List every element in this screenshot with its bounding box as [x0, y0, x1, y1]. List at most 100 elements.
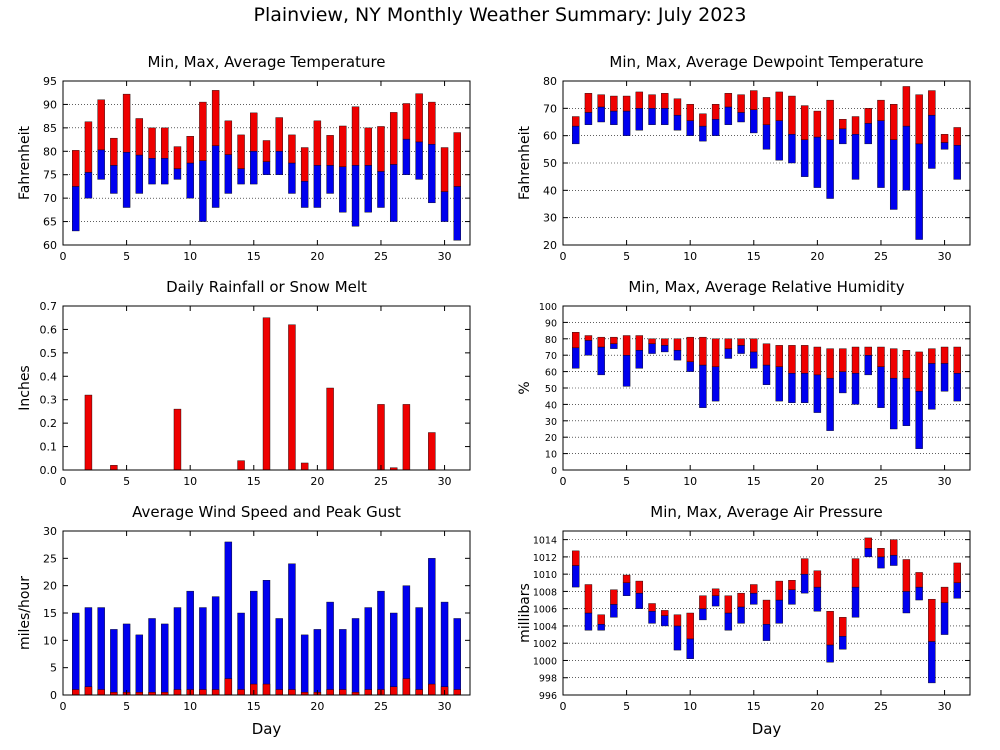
pressure-min-avg-bar — [902, 591, 911, 614]
dewpoint-min-avg-bar — [584, 112, 593, 125]
dewpoint-avg-max-bar — [800, 105, 809, 140]
pressure-min-avg-bar — [622, 582, 631, 596]
pressure-min-avg-bar — [711, 595, 720, 607]
wind-gust-bar — [377, 590, 385, 696]
wind-gust-bar — [110, 629, 118, 696]
rainfall-xtick-label: 20 — [310, 475, 324, 488]
wind-gust-bar — [161, 623, 169, 696]
temperature-xtick-label: 25 — [374, 250, 388, 263]
pressure-avg-max-bar — [622, 574, 631, 583]
humidity-ytick-label: 20 — [545, 433, 557, 444]
humidity-min-avg-bar — [915, 391, 923, 449]
humidity-avg-max-bar — [610, 336, 618, 344]
pressure-min-avg-bar — [928, 641, 936, 684]
dewpoint-avg-max-bar — [635, 91, 644, 109]
pressure-avg-max-bar — [877, 548, 885, 558]
wind-gust-bar — [275, 618, 283, 696]
temperature-avg-max-bar — [402, 103, 411, 140]
dewpoint-min-avg-bar — [661, 108, 669, 125]
humidity-avg-max-bar — [915, 351, 923, 392]
dewpoint-ytick-label: 30 — [543, 212, 557, 225]
temperature-title: Min, Max, Average Temperature — [147, 53, 385, 71]
rainfall-xtick-label: 25 — [374, 475, 388, 488]
humidity-min-avg-bar — [851, 373, 860, 405]
humidity-xtick-label: 15 — [747, 475, 761, 488]
temperature-min-avg-bar — [428, 144, 436, 204]
dewpoint-min-avg-bar — [762, 124, 771, 150]
humidity-avg-max-bar — [864, 346, 872, 356]
humidity-avg-max-bar — [953, 346, 961, 374]
humidity-avg-max-bar — [851, 346, 860, 374]
temperature-min-avg-bar — [211, 145, 220, 208]
wind-gust-bar — [326, 601, 334, 696]
temperature-xtick-label: 30 — [438, 250, 452, 263]
pressure-min-avg-bar — [686, 638, 694, 659]
pressure-min-avg-bar — [788, 589, 796, 605]
humidity-min-avg-bar — [750, 351, 758, 369]
temperature-min-avg-bar — [275, 151, 283, 175]
humidity-ytick-label: 10 — [545, 450, 557, 461]
dewpoint-xtick-label: 10 — [683, 250, 697, 263]
pressure-min-avg-bar — [661, 615, 669, 627]
temperature-min-avg-bar — [250, 151, 258, 185]
wind-gust-bar — [453, 618, 461, 696]
temperature-min-avg-bar — [148, 158, 156, 185]
pressure-min-avg-bar — [775, 599, 783, 624]
dewpoint-xtick-label: 20 — [810, 250, 824, 263]
dewpoint-min-avg-bar — [864, 123, 872, 145]
dewpoint-avg-max-bar — [648, 94, 656, 109]
humidity-avg-max-bar — [584, 335, 593, 341]
humidity-min-avg-bar — [800, 373, 809, 403]
pressure-ytick-label: 1000 — [533, 656, 557, 667]
humidity-min-avg-bar — [572, 347, 580, 369]
dewpoint-avg-max-bar — [699, 113, 707, 127]
humidity-avg-max-bar — [635, 335, 644, 351]
dewpoint-min-avg-bar — [800, 139, 809, 177]
temperature-avg-max-bar — [339, 125, 347, 167]
temperature-min-avg-bar — [122, 152, 131, 208]
wind-avg-speed-bar — [364, 689, 372, 696]
humidity-ytick-label: 80 — [545, 335, 557, 346]
temperature-xtick-label: 15 — [247, 250, 261, 263]
humidity-avg-max-bar — [788, 345, 796, 374]
dewpoint-avg-max-bar — [940, 134, 949, 143]
temperature-min-avg-bar — [173, 168, 182, 180]
pressure-ytick-label: 1006 — [533, 605, 557, 616]
humidity-avg-max-bar — [724, 338, 733, 349]
dewpoint-min-avg-bar — [915, 143, 923, 240]
pressure-min-avg-bar — [724, 612, 733, 631]
wind-xtick-label: 0 — [60, 700, 67, 713]
dewpoint-avg-max-bar — [864, 108, 872, 124]
temperature-avg-max-bar — [428, 101, 436, 145]
pressure-xtick-label: 5 — [623, 700, 630, 713]
rainfall-xtick-label: 0 — [60, 475, 67, 488]
pressure-min-avg-bar — [877, 556, 885, 569]
dewpoint-avg-max-bar — [750, 90, 758, 110]
wind-gust-bar — [339, 629, 347, 696]
wind-gust-bar — [351, 618, 360, 696]
wind-ytick-label: 20 — [43, 580, 57, 593]
rainfall-xtick-label: 5 — [123, 475, 130, 488]
rainfall-rain-bar — [428, 432, 436, 471]
pressure-ytick-label: 998 — [539, 674, 557, 685]
humidity-avg-max-bar — [762, 343, 771, 366]
temperature-min-avg-bar — [300, 181, 309, 208]
wind-gust-bar — [211, 596, 220, 696]
pressure-xtick-label: 30 — [938, 700, 952, 713]
pressure-xtick-label: 15 — [747, 700, 761, 713]
temperature-avg-max-bar — [199, 101, 207, 161]
wind-xtick-label: 30 — [438, 700, 452, 713]
dewpoint-avg-max-bar — [813, 110, 822, 138]
wind-gust-bar — [135, 634, 144, 696]
wind-avg-speed-bar — [237, 689, 245, 696]
pressure-min-avg-bar — [889, 554, 898, 566]
dewpoint-avg-max-bar — [762, 97, 771, 125]
humidity-avg-max-bar — [750, 338, 758, 353]
temperature-avg-max-bar — [364, 127, 372, 166]
humidity-min-avg-bar — [597, 346, 605, 376]
humidity-avg-max-bar — [711, 338, 720, 367]
temperature-avg-max-bar — [351, 106, 360, 166]
temperature-min-avg-bar — [351, 165, 360, 227]
humidity-ytick-label: 100 — [539, 302, 557, 313]
